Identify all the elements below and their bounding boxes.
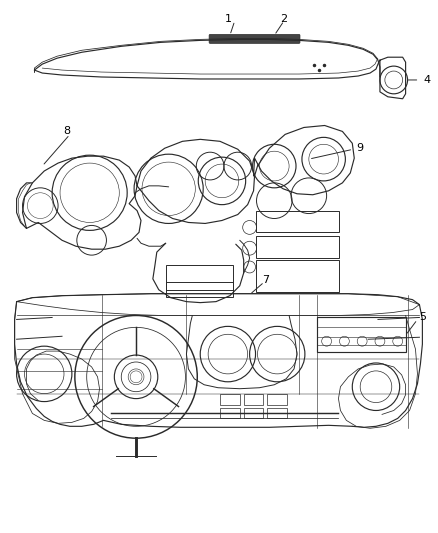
Text: 1: 1 — [224, 14, 231, 23]
Text: 8: 8 — [64, 126, 71, 136]
Bar — [255, 236, 339, 258]
Bar — [220, 394, 240, 405]
Bar — [267, 394, 287, 405]
Bar — [220, 408, 240, 418]
FancyBboxPatch shape — [209, 35, 300, 43]
Bar — [244, 394, 263, 405]
Text: 7: 7 — [262, 275, 269, 285]
Text: 4: 4 — [424, 75, 431, 85]
Bar — [317, 318, 406, 352]
Bar — [166, 282, 233, 297]
Bar — [267, 408, 287, 418]
Text: 5: 5 — [420, 312, 427, 322]
Bar — [255, 211, 339, 232]
Bar — [255, 260, 339, 292]
Bar — [244, 408, 263, 418]
Text: 2: 2 — [281, 14, 288, 23]
Bar — [166, 265, 233, 290]
Text: 9: 9 — [356, 143, 364, 154]
